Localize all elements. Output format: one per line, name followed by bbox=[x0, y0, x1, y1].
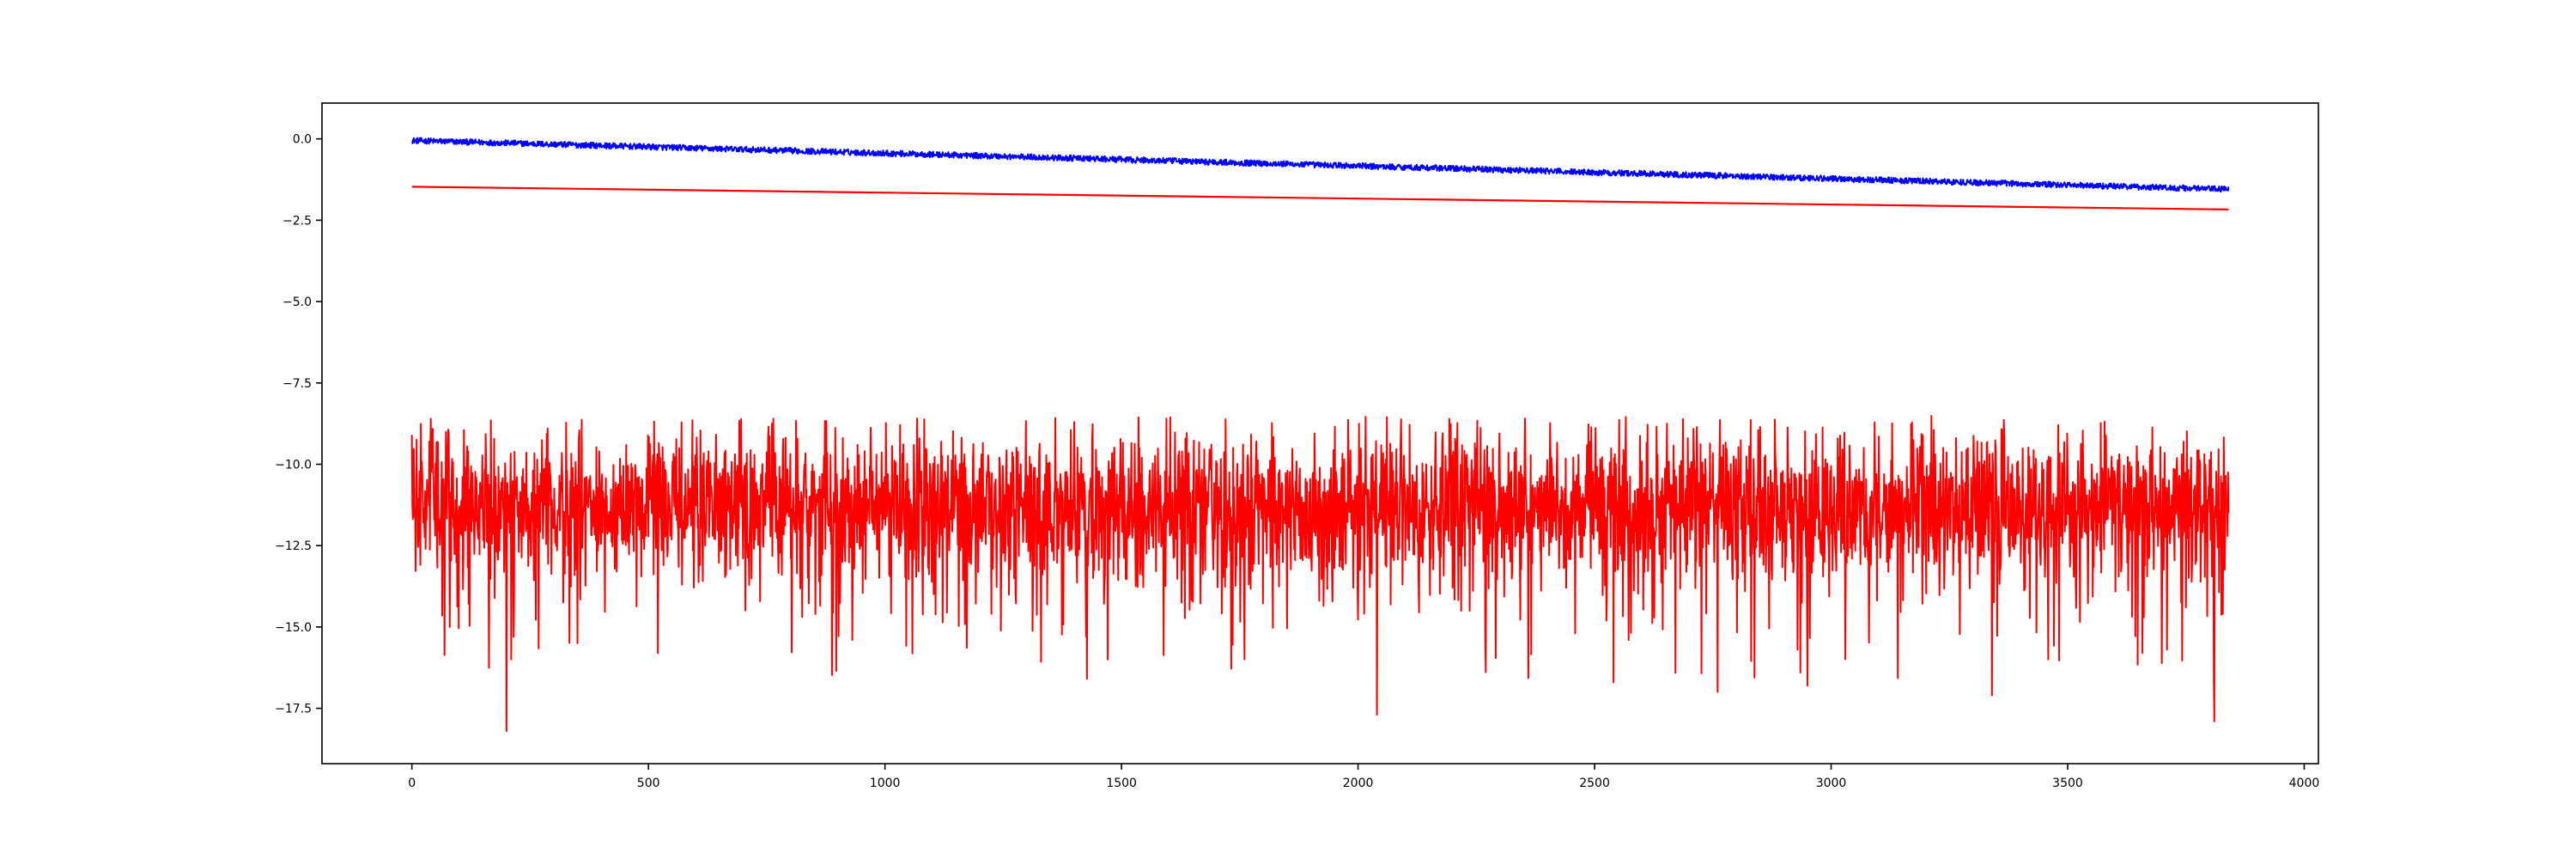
y-tick-label: −2.5 bbox=[283, 214, 312, 228]
series-line-3 bbox=[410, 415, 2230, 733]
y-tick-label: −10.0 bbox=[275, 458, 312, 472]
axes-layer: 0 500 1000 1500 2000 2500 3000 3500 4000 0.0 −2.5 −… bbox=[275, 102, 2320, 790]
x-tick-label: 2000 bbox=[1343, 777, 1374, 790]
y-tick-label: −5.0 bbox=[283, 295, 312, 309]
x-tick-label: 2500 bbox=[1579, 777, 1610, 790]
y-tick-label: −12.5 bbox=[275, 539, 312, 553]
y-tick-label: −15.0 bbox=[275, 621, 312, 635]
series-line-2 bbox=[411, 186, 2229, 210]
x-tick-label: 1500 bbox=[1106, 777, 1137, 790]
x-tick-label: 3500 bbox=[2052, 777, 2083, 790]
x-tick-label: 0 bbox=[408, 777, 416, 790]
x-tick-label: 500 bbox=[637, 777, 660, 790]
y-tick-label: −7.5 bbox=[283, 377, 312, 391]
x-tick-label: 1000 bbox=[870, 777, 901, 790]
series-line-1 bbox=[411, 137, 2230, 193]
x-tick-label: 4000 bbox=[2289, 777, 2320, 790]
y-tick-label: −17.5 bbox=[275, 703, 312, 716]
axes-frame bbox=[321, 102, 2319, 765]
series-layer bbox=[410, 137, 2230, 733]
y-tick-label: 0.0 bbox=[293, 133, 312, 147]
x-tick-label: 3000 bbox=[1816, 777, 1847, 790]
